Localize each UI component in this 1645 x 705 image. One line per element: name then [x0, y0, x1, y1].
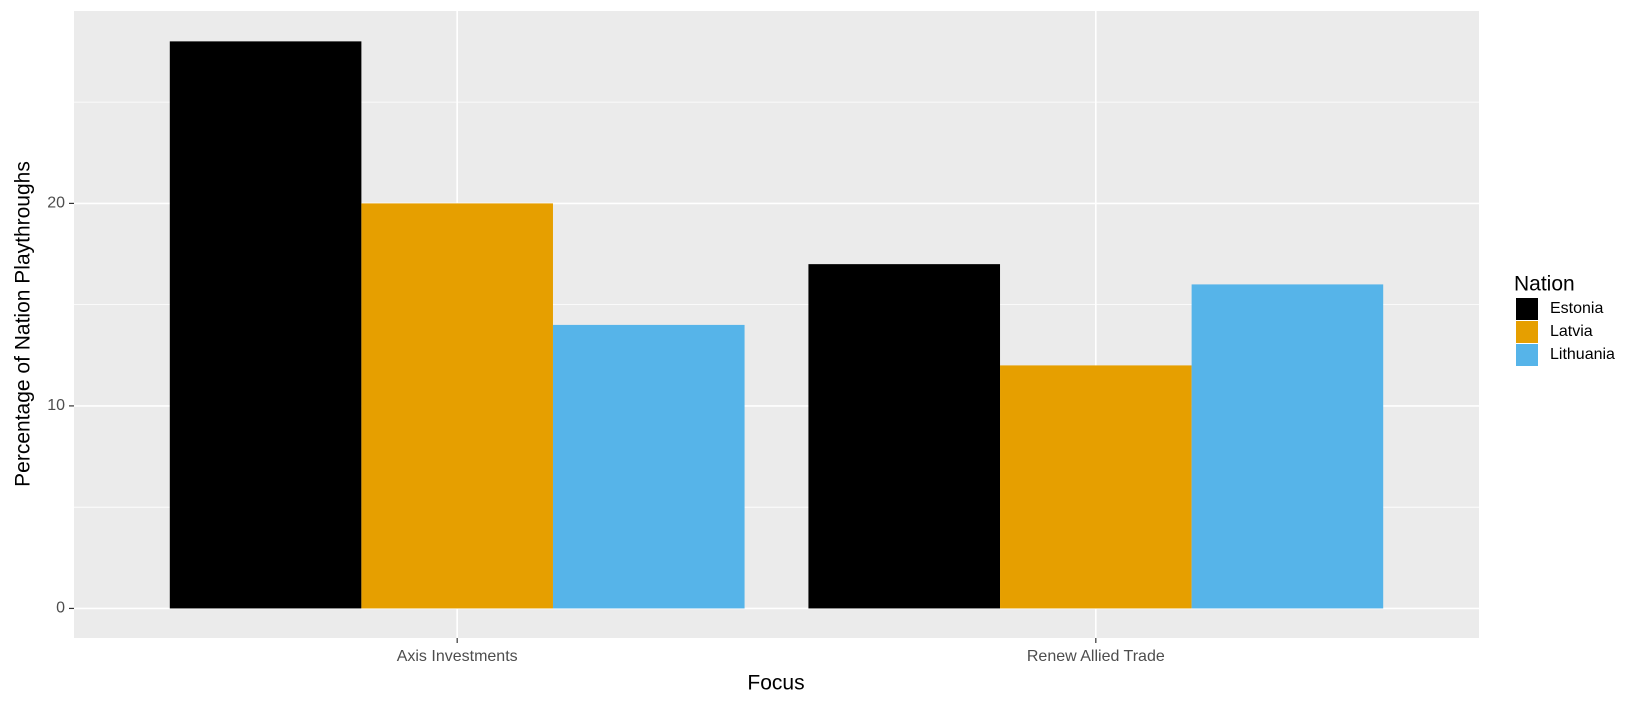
legend-title: Nation	[1514, 273, 1575, 296]
x-tick-label: Renew Allied Trade	[1027, 648, 1165, 665]
legend-label: Lithuania	[1550, 346, 1615, 363]
bar	[808, 264, 1001, 609]
bar	[169, 41, 362, 609]
bar	[1191, 284, 1384, 609]
y-tick-label: 20	[47, 195, 65, 212]
legend-key	[1516, 321, 1538, 343]
legend-key	[1516, 298, 1538, 320]
x-axis-title: Focus	[747, 672, 804, 695]
bar	[1000, 365, 1192, 609]
y-tick-label: 10	[47, 397, 65, 414]
y-tick-label: 0	[56, 600, 65, 617]
legend-label: Estonia	[1550, 300, 1603, 317]
x-tick-label: Axis Investments	[397, 648, 518, 665]
legend-label: Latvia	[1550, 323, 1593, 340]
legend-key	[1516, 344, 1538, 366]
y-axis-title: Percentage of Nation Playthroughs	[12, 161, 35, 487]
bar	[552, 324, 745, 609]
bar	[361, 203, 553, 609]
